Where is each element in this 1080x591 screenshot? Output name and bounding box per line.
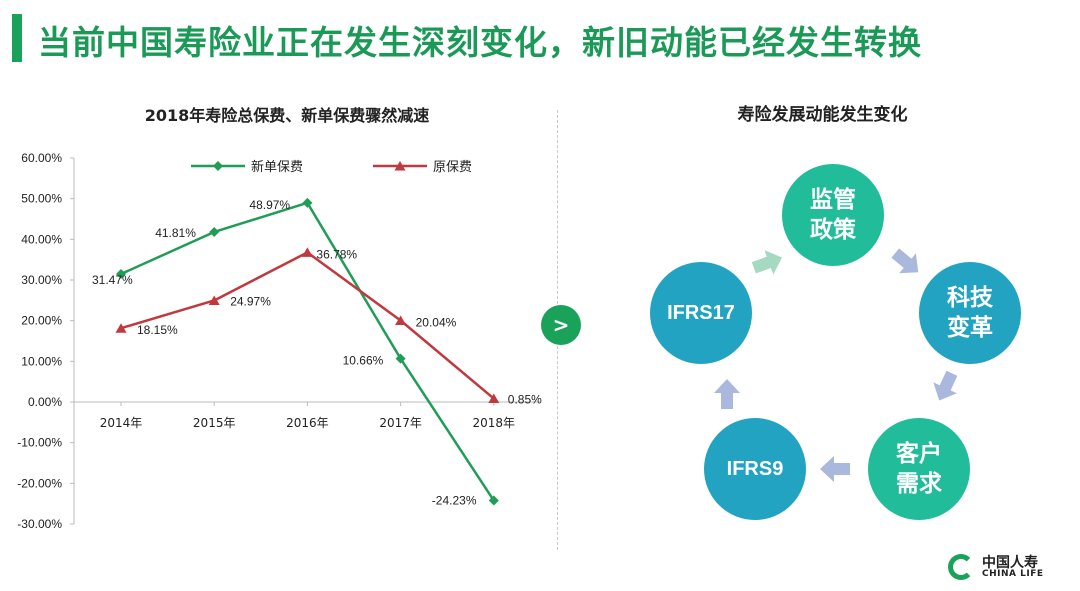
data-point	[395, 353, 406, 364]
legend-label: 新单保费	[251, 159, 303, 175]
y-tick-label: 30.00%	[21, 273, 62, 287]
y-tick-label: 0.00%	[28, 395, 62, 409]
data-point	[116, 269, 126, 280]
legend-marker	[213, 161, 223, 171]
logo-name-en: CHINA LIFE	[982, 569, 1044, 579]
cycle-node-label: IFRS9	[726, 458, 784, 480]
cycle-node-customer: 客户需求	[868, 418, 970, 520]
data-label: 48.97%	[249, 198, 290, 212]
y-tick-label: 60.00%	[21, 151, 62, 165]
x-tick-label: 2017年	[379, 416, 422, 430]
y-tick-label: 40.00%	[21, 232, 62, 246]
logo-mark-icon	[948, 554, 974, 580]
y-tick-label: -10.00%	[17, 436, 62, 450]
line-chart: 2018年寿险总保费、新单保费骤然减速 60.00% 50.00% 40.00% 30.…	[17, 106, 542, 531]
transition-arrow-icon: >	[541, 305, 581, 345]
arrow-tech-to-customer-icon	[933, 370, 958, 401]
x-tick-label: 2016年	[286, 416, 329, 430]
data-point	[208, 295, 220, 305]
cycle-node-policy: 监管政策	[782, 164, 884, 266]
legend-marker	[394, 161, 406, 171]
title-accent-bar	[12, 14, 22, 62]
data-label: 10.66%	[343, 354, 384, 368]
logo-name-cn: 中国人寿	[982, 555, 1038, 571]
chart-title: 2018年寿险总保费、新单保费骤然减速	[145, 106, 430, 125]
y-tick-label: -30.00%	[17, 517, 62, 531]
x-tick-label: 2018年	[473, 416, 516, 430]
data-point	[395, 315, 407, 326]
cycle-title: 寿险发展动能发生变化	[737, 105, 908, 125]
arrow-ifrs9-to-ifrs17-icon	[714, 379, 740, 409]
data-label: 41.81%	[155, 226, 196, 240]
y-tick-label: 50.00%	[21, 192, 62, 206]
data-label: 24.97%	[230, 294, 271, 308]
data-point	[488, 495, 499, 506]
cycle-node-label: 科技变革	[947, 285, 993, 341]
data-label: 18.15%	[137, 323, 178, 337]
data-label: 31.47%	[92, 273, 133, 287]
slide-title: 当前中国寿险业正在发生深刻变化，新旧动能已经发生转换	[38, 23, 922, 62]
arrow-customer-to-ifrs9-icon	[820, 456, 850, 482]
cycle-node-label: 监管政策	[810, 187, 856, 243]
data-label: -24.23%	[432, 494, 477, 508]
legend-label: 原保费	[433, 160, 472, 175]
x-tick-label: 2014年	[100, 416, 143, 430]
y-tick-label: 10.00%	[21, 354, 62, 368]
data-label: 0.85%	[508, 393, 542, 407]
data-point	[115, 323, 127, 333]
cycle-node-tech: 科技变革	[919, 262, 1021, 364]
data-point	[488, 393, 500, 404]
data-point	[209, 226, 220, 237]
cycle-node-ifrs17: IFRS17	[650, 262, 752, 364]
y-tick-label: 20.00%	[21, 314, 62, 328]
cycle-node-label: IFRS17	[667, 302, 735, 324]
arrow-ifrs17-to-policy-icon	[751, 250, 783, 275]
x-tick-label: 2015年	[193, 416, 236, 430]
y-tick-label: -20.00%	[17, 476, 62, 490]
data-label: 20.04%	[416, 316, 457, 330]
data-point	[302, 197, 313, 208]
arrow-policy-to-tech-icon	[891, 248, 919, 274]
data-label: 36.78%	[316, 247, 357, 261]
data-point	[301, 247, 313, 257]
cycle-node-ifrs9: IFRS9	[704, 418, 806, 520]
cycle-node-label: 客户需求	[896, 441, 942, 497]
